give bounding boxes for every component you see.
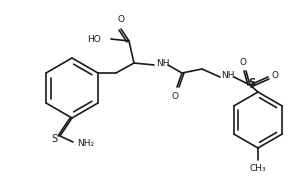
Text: S: S <box>248 78 255 88</box>
Text: O: O <box>272 70 279 80</box>
Text: NH₂: NH₂ <box>77 140 94 148</box>
Text: NH: NH <box>221 72 235 80</box>
Text: CH₃: CH₃ <box>250 164 266 173</box>
Text: HO: HO <box>87 35 101 43</box>
Text: O: O <box>171 92 178 101</box>
Text: O: O <box>118 15 124 24</box>
Text: O: O <box>240 58 246 67</box>
Text: S: S <box>51 134 57 144</box>
Text: NH: NH <box>156 59 169 69</box>
